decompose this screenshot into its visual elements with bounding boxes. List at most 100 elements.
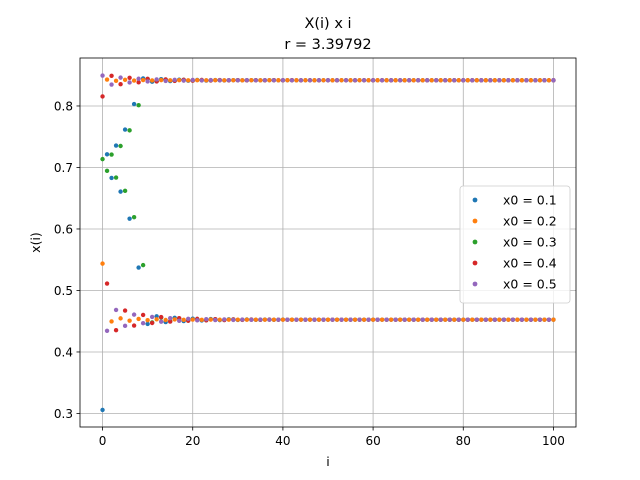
data-point [551, 78, 556, 83]
data-point [190, 317, 195, 322]
chart-title: X(i) x i [304, 16, 351, 32]
data-point [316, 317, 322, 322]
data-point [262, 317, 268, 322]
legend-label: x0 = 0.1 [503, 193, 557, 208]
data-point [118, 82, 123, 87]
data-point [172, 77, 177, 82]
data-point [122, 188, 128, 194]
data-points [100, 73, 556, 413]
data-point [136, 76, 141, 81]
data-point [118, 143, 123, 149]
data-point [217, 78, 222, 83]
data-point [276, 317, 281, 322]
data-point [307, 317, 313, 322]
data-point [488, 317, 493, 322]
data-point [334, 78, 340, 83]
data-point [411, 78, 416, 83]
data-point [357, 78, 362, 83]
data-point [136, 265, 141, 270]
data-point [285, 78, 290, 83]
legend: x0 = 0.1 x0 = 0.2 x0 = 0.3 x0 = 0.4 x0 = 0.5 [459, 185, 571, 304]
data-point [474, 78, 479, 83]
y-tick-label: 0.6 [54, 222, 73, 236]
data-point [393, 317, 398, 322]
data-point [375, 317, 380, 322]
data-point [379, 317, 385, 322]
data-point [289, 78, 295, 83]
data-point [325, 78, 331, 83]
data-point [465, 78, 470, 83]
data-point [149, 78, 155, 83]
data-point [357, 317, 362, 322]
y-tick-label: 0.8 [54, 99, 73, 113]
plot-frame [79, 57, 577, 428]
series-5 [100, 73, 556, 333]
y-axis-label: x(i) [28, 232, 43, 253]
data-point [497, 317, 502, 322]
data-point [524, 78, 529, 83]
legend-label: x0 = 0.3 [503, 235, 557, 250]
data-point [213, 78, 218, 83]
data-point [122, 323, 128, 329]
data-point [249, 317, 254, 323]
data-point [533, 78, 538, 83]
data-point [118, 316, 123, 321]
data-point [497, 78, 502, 83]
data-point [181, 317, 186, 323]
data-point [154, 77, 159, 82]
data-point [190, 77, 195, 83]
data-point [406, 78, 412, 83]
data-point [303, 317, 308, 322]
data-point [470, 317, 475, 322]
data-point [140, 312, 146, 318]
y-tick-label: 0.4 [54, 345, 73, 359]
x-tick-label: 0 [99, 434, 107, 448]
data-point [181, 78, 186, 83]
data-point [393, 78, 398, 83]
data-point [167, 78, 173, 83]
data-point [280, 78, 286, 83]
data-point [244, 317, 250, 322]
data-point [510, 78, 516, 83]
data-point [226, 317, 231, 322]
data-point [100, 73, 105, 78]
data-point [298, 317, 304, 322]
data-point [483, 317, 489, 322]
data-point [213, 317, 218, 323]
data-point [267, 78, 272, 83]
data-point [366, 78, 371, 83]
data-point [406, 317, 412, 322]
data-point [397, 78, 403, 83]
data-point [303, 78, 308, 83]
data-point [289, 317, 295, 322]
data-point [271, 78, 277, 83]
data-point [537, 317, 543, 322]
data-point [551, 317, 556, 322]
data-point [384, 317, 389, 322]
data-point [519, 317, 525, 322]
data-point [186, 78, 191, 83]
data-point [492, 78, 498, 83]
data-point [195, 318, 200, 323]
data-point [528, 317, 534, 322]
data-point [199, 78, 204, 83]
data-point [158, 77, 164, 83]
legend-marker [472, 260, 478, 266]
data-point [425, 317, 430, 322]
data-point [352, 78, 358, 83]
data-point [172, 317, 177, 322]
data-point [528, 78, 534, 83]
data-point [321, 78, 326, 83]
data-point [546, 317, 552, 322]
data-point [145, 321, 150, 327]
data-point [492, 317, 498, 322]
data-point [122, 77, 128, 83]
data-point [420, 78, 425, 83]
data-point [136, 103, 141, 108]
data-point [343, 78, 349, 83]
data-point [104, 152, 110, 157]
data-point [285, 317, 290, 322]
data-point [370, 78, 376, 83]
data-point [177, 77, 182, 83]
data-point [402, 78, 407, 83]
